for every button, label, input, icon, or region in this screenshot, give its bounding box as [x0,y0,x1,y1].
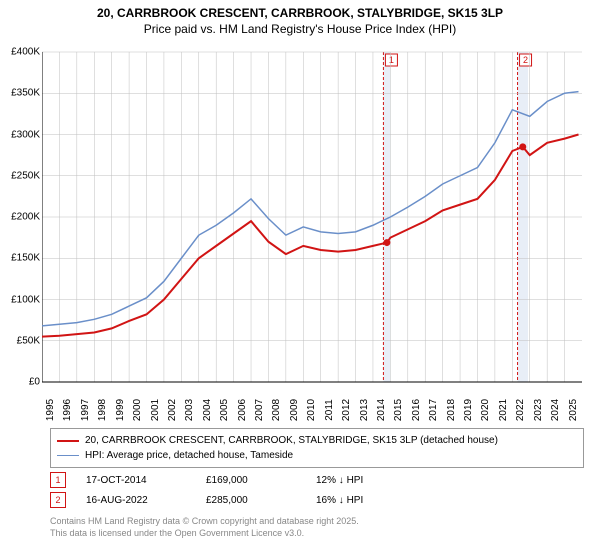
y-tick-label: £0 [0,377,40,388]
svg-text:1: 1 [389,55,394,65]
x-tick-label: 2021 [498,399,509,421]
y-tick-label: £400K [0,47,40,58]
x-tick-label: 1997 [80,399,91,421]
x-tick-label: 2009 [289,399,300,421]
y-tick-label: £350K [0,88,40,99]
legend: 20, CARRBROOK CRESCENT, CARRBROOK, STALY… [50,428,584,468]
title-line-1: 20, CARRBROOK CRESCENT, CARRBROOK, STALY… [10,6,590,20]
footer: Contains HM Land Registry data © Crown c… [50,516,359,539]
marker-delta: 12% ↓ HPI [316,475,363,486]
x-tick-label: 2023 [533,399,544,421]
x-tick-label: 2005 [219,399,230,421]
x-tick-label: 2001 [150,399,161,421]
x-tick-label: 2025 [568,399,579,421]
marker-date: 16-AUG-2022 [86,495,186,506]
legend-row: HPI: Average price, detached house, Tame… [57,448,577,463]
legend-text: 20, CARRBROOK CRESCENT, CARRBROOK, STALY… [85,433,498,448]
marker-number-box: 1 [50,472,66,488]
x-tick-label: 1996 [62,399,73,421]
x-tick-label: 2010 [306,399,317,421]
x-tick-label: 2020 [480,399,491,421]
y-tick-label: £150K [0,253,40,264]
marker-row: 2 16-AUG-2022 £285,000 16% ↓ HPI [50,492,363,508]
x-tick-label: 2017 [428,399,439,421]
x-tick-label: 2007 [254,399,265,421]
y-tick-label: £100K [0,294,40,305]
footer-line-1: Contains HM Land Registry data © Crown c… [50,516,359,528]
y-tick-label: £250K [0,170,40,181]
legend-text: HPI: Average price, detached house, Tame… [85,448,293,463]
x-tick-label: 2004 [202,399,213,421]
x-tick-label: 1995 [45,399,56,421]
marker-price: £285,000 [206,495,296,506]
x-tick-label: 2014 [376,399,387,421]
x-tick-label: 2019 [463,399,474,421]
line-chart: 12 [42,48,590,408]
x-tick-label: 1998 [97,399,108,421]
x-tick-label: 2018 [446,399,457,421]
x-tick-label: 1999 [115,399,126,421]
y-tick-label: £50K [0,335,40,346]
marker-row: 1 17-OCT-2014 £169,000 12% ↓ HPI [50,472,363,488]
svg-text:2: 2 [523,55,528,65]
x-tick-label: 2012 [341,399,352,421]
x-tick-label: 2016 [411,399,422,421]
y-tick-label: £300K [0,129,40,140]
x-tick-label: 2008 [271,399,282,421]
x-tick-label: 2013 [359,399,370,421]
x-tick-label: 2011 [324,399,335,421]
legend-row: 20, CARRBROOK CRESCENT, CARRBROOK, STALY… [57,433,577,448]
x-tick-label: 2015 [393,399,404,421]
x-tick-label: 2022 [515,399,526,421]
chart-title-block: 20, CARRBROOK CRESCENT, CARRBROOK, STALY… [0,0,600,38]
x-tick-label: 2000 [132,399,143,421]
title-line-2: Price paid vs. HM Land Registry's House … [10,22,590,36]
marker-delta: 16% ↓ HPI [316,495,363,506]
marker-table: 1 17-OCT-2014 £169,000 12% ↓ HPI 2 16-AUG-202… [50,472,363,512]
y-tick-label: £200K [0,212,40,223]
x-tick-label: 2006 [237,399,248,421]
legend-swatch [57,455,79,456]
x-tick-label: 2024 [550,399,561,421]
x-tick-label: 2003 [184,399,195,421]
legend-swatch [57,440,79,442]
marker-price: £169,000 [206,475,296,486]
footer-line-2: This data is licensed under the Open Gov… [50,528,359,540]
marker-date: 17-OCT-2014 [86,475,186,486]
marker-number-box: 2 [50,492,66,508]
x-tick-label: 2002 [167,399,178,421]
